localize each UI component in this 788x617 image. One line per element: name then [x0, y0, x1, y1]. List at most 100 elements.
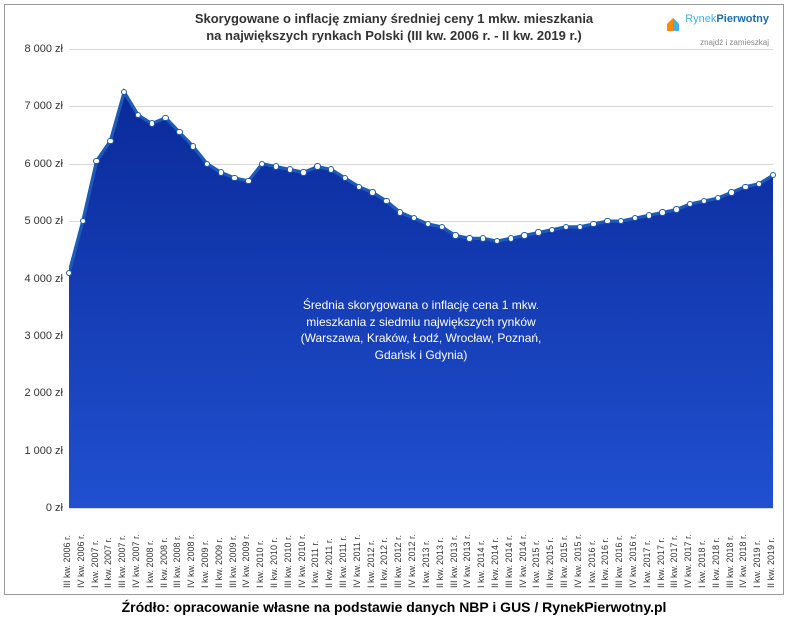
x-tick-label: IV kw. 2014 r.: [518, 534, 528, 588]
data-marker: [590, 221, 596, 227]
x-tick-label: IV kw. 2006 r.: [76, 534, 86, 588]
data-marker: [149, 120, 155, 126]
x-tick-label: I kw. 2013 r.: [421, 540, 431, 588]
house-icon: [664, 15, 682, 36]
x-tick-label: I kw. 2015 r.: [531, 540, 541, 588]
x-tick-label: II kw. 2009 r.: [214, 537, 224, 588]
x-tick-label: III kw. 2009 r.: [228, 535, 238, 588]
x-tick-label: II kw. 2019 r.: [766, 537, 776, 588]
x-tick-label: I kw. 2007 r.: [90, 540, 100, 588]
x-tick-label: III kw. 2012 r.: [393, 535, 403, 588]
source-text: Źródło: opracowanie własne na podstawie …: [0, 599, 788, 615]
x-tick-label: IV kw. 2018 r.: [738, 534, 748, 588]
x-tick-label: III kw. 2007 r.: [117, 535, 127, 588]
x-tick-label: III kw. 2018 r.: [725, 535, 735, 588]
y-tick-label: 5 000 zł: [24, 215, 63, 227]
data-marker: [383, 198, 389, 204]
y-tick-label: 8 000 zł: [24, 43, 63, 55]
data-marker: [300, 169, 306, 175]
data-marker: [356, 184, 362, 190]
brand-logo: RynekPierwotny znajdź i zamieszkaj: [664, 13, 769, 48]
x-tick-label: III kw. 2013 r.: [449, 535, 459, 588]
x-tick-label: I kw. 2018 r.: [697, 540, 707, 588]
y-tick-label: 3 000 zł: [24, 330, 63, 342]
data-marker: [218, 169, 224, 175]
x-tick-label: III kw. 2010 r.: [283, 535, 293, 588]
chart-container: Skorygowane o inflację zmiany średniej c…: [4, 4, 784, 595]
x-tick-label: I kw. 2017 r.: [642, 540, 652, 588]
x-tick-label: I kw. 2014 r.: [476, 540, 486, 588]
y-tick-label: 0 zł: [46, 502, 63, 514]
data-marker: [577, 224, 583, 230]
legend-line1: Średnia skorygowana o inflację cena 1 mk…: [69, 297, 773, 314]
x-tick-label: II kw. 2008 r.: [159, 537, 169, 588]
data-marker: [521, 232, 527, 238]
x-tick-label: II kw. 2018 r.: [711, 537, 721, 588]
brand-tagline: znajdź i zamieszkaj: [700, 38, 769, 47]
x-tick-label: III kw. 2017 r.: [669, 535, 679, 588]
x-tick-label: IV kw. 2009 r.: [241, 534, 251, 588]
legend-text: Średnia skorygowana o inflację cena 1 mk…: [69, 297, 773, 364]
data-marker: [480, 235, 486, 241]
y-tick-label: 7 000 zł: [24, 100, 63, 112]
x-tick-label: III kw. 2015 r.: [559, 535, 569, 588]
x-tick-label: I kw. 2010 r.: [255, 540, 265, 588]
data-marker: [176, 129, 182, 135]
x-tick-label: II kw. 2016 r.: [600, 537, 610, 588]
x-tick-label: IV kw. 2007 r.: [131, 534, 141, 588]
x-tick-label: IV kw. 2011 r.: [352, 535, 362, 588]
title-line1: Skorygowane o inflację zmiany średniej c…: [195, 11, 593, 26]
x-tick-label: I kw. 2009 r.: [200, 540, 210, 588]
x-tick-label: IV kw. 2008 r.: [186, 534, 196, 588]
data-marker: [604, 218, 610, 224]
y-tick-label: 2 000 zł: [24, 387, 63, 399]
data-marker: [162, 115, 168, 121]
x-tick-label: IV kw. 2017 r.: [683, 534, 693, 588]
x-tick-label: IV kw. 2015 r.: [573, 534, 583, 588]
data-marker: [314, 163, 320, 169]
x-tick-label: III kw. 2014 r.: [504, 535, 514, 588]
data-marker: [66, 270, 72, 276]
x-tick-label: I kw. 2016 r.: [587, 540, 597, 588]
y-tick-label: 4 000 zł: [24, 273, 63, 285]
data-marker: [369, 189, 375, 195]
data-marker: [728, 189, 734, 195]
data-marker: [439, 224, 445, 230]
legend-line3: (Warszawa, Kraków, Łodź, Wrocław, Poznań…: [69, 330, 773, 347]
x-tick-label: III kw. 2006 r.: [62, 535, 72, 588]
data-marker: [107, 138, 113, 144]
area-chart-svg: [69, 49, 773, 508]
x-tick-label: II kw. 2013 r.: [435, 537, 445, 588]
legend-line2: mieszkania z siedmiu największych rynków: [69, 314, 773, 331]
data-marker: [770, 172, 776, 178]
data-marker: [742, 184, 748, 190]
brand-main: Rynek: [685, 13, 716, 25]
data-marker: [452, 232, 458, 238]
y-tick-label: 1 000 zł: [24, 445, 63, 457]
x-tick-label: II kw. 2010 r.: [269, 537, 279, 588]
x-tick-label: II kw. 2017 r.: [656, 537, 666, 588]
plot-area: Średnia skorygowana o inflację cena 1 mk…: [69, 49, 773, 508]
x-tick-label: I kw. 2019 r.: [752, 540, 762, 588]
x-tick-label: IV kw. 2010 r.: [297, 534, 307, 588]
x-tick-label: II kw. 2015 r.: [545, 537, 555, 588]
data-marker: [535, 229, 541, 235]
x-axis: III kw. 2006 r.IV kw. 2006 r.I kw. 2007 …: [69, 508, 773, 588]
x-tick-label: IV kw. 2012 r.: [407, 534, 417, 588]
x-tick-label: III kw. 2008 r.: [172, 535, 182, 588]
data-marker: [273, 163, 279, 169]
data-marker: [287, 166, 293, 172]
y-tick-label: 6 000 zł: [24, 158, 63, 170]
x-tick-label: I kw. 2008 r.: [145, 540, 155, 588]
x-tick-label: IV kw. 2016 r.: [628, 534, 638, 588]
x-tick-label: II kw. 2011 r.: [324, 538, 334, 588]
x-tick-label: I kw. 2011 r.: [310, 541, 320, 588]
x-tick-label: I kw. 2012 r.: [366, 540, 376, 588]
data-marker: [508, 235, 514, 241]
brand-text: RynekPierwotny znajdź i zamieszkaj: [685, 13, 769, 48]
x-tick-label: IV kw. 2013 r.: [462, 534, 472, 588]
legend-line4: Gdańsk i Gdynia): [69, 347, 773, 364]
brand-accent: Pierwotny: [716, 13, 769, 25]
data-marker: [245, 178, 251, 184]
y-axis: 0 zł1 000 zł2 000 zł3 000 zł4 000 zł5 00…: [5, 49, 67, 508]
